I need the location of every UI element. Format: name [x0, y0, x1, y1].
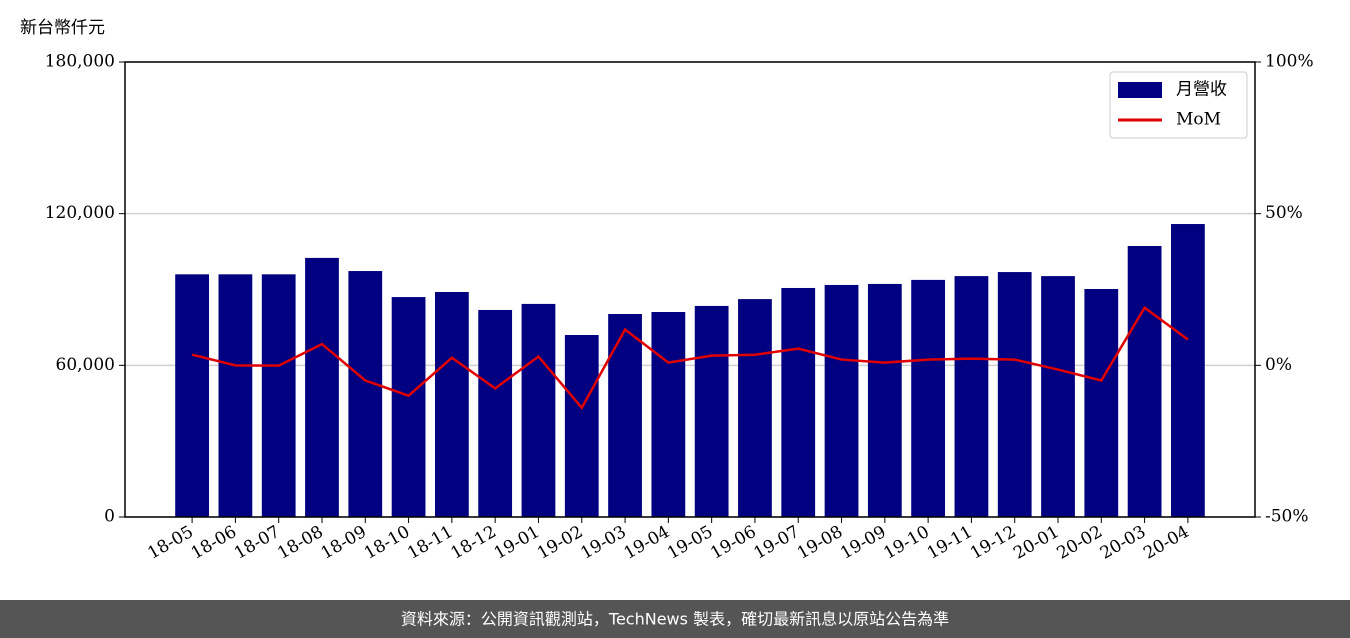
legend-swatch — [1118, 82, 1162, 98]
y-tick-label: 60,000 — [56, 355, 115, 375]
line — [191, 305, 1189, 410]
bar — [521, 303, 556, 517]
bar — [1041, 276, 1075, 517]
bar — [564, 335, 599, 517]
footer-text: 資料來源：公開資訊觀測站，TechNews 製表，確切最新訊息以原站公告為準 — [401, 610, 949, 629]
bar — [738, 299, 772, 517]
y2-tick-label: 0% — [1265, 355, 1292, 375]
legend-label: 月營收 — [1176, 80, 1227, 100]
bar — [911, 279, 946, 517]
bar — [391, 297, 426, 517]
bar — [1171, 224, 1205, 517]
bar — [348, 271, 383, 517]
bar — [867, 283, 902, 517]
bar — [175, 274, 209, 517]
bar — [261, 274, 296, 517]
y-tick-label: 0 — [104, 507, 115, 527]
plot-frame — [124, 61, 1256, 518]
y2-tick-label: -50% — [1265, 507, 1309, 527]
y2-tick-label: 100% — [1265, 52, 1314, 72]
footer-bar — [0, 600, 1350, 638]
bar — [478, 309, 513, 517]
bar — [824, 284, 859, 517]
bar — [954, 276, 989, 517]
legend-label: MoM — [1176, 110, 1221, 130]
bar — [997, 272, 1032, 517]
bar — [305, 257, 339, 517]
bar — [608, 314, 642, 517]
bar — [651, 311, 686, 517]
y-tick-label: 120,000 — [45, 203, 115, 223]
y-axis-unit: 新台幣仟元 — [20, 18, 105, 38]
bar — [218, 274, 253, 517]
y2-tick-label: 50% — [1265, 203, 1303, 223]
bar — [781, 287, 816, 517]
bar — [434, 292, 469, 517]
bar — [1127, 246, 1162, 517]
bar — [694, 305, 729, 517]
bar — [1084, 288, 1119, 517]
y-tick-label: 180,000 — [45, 52, 115, 72]
